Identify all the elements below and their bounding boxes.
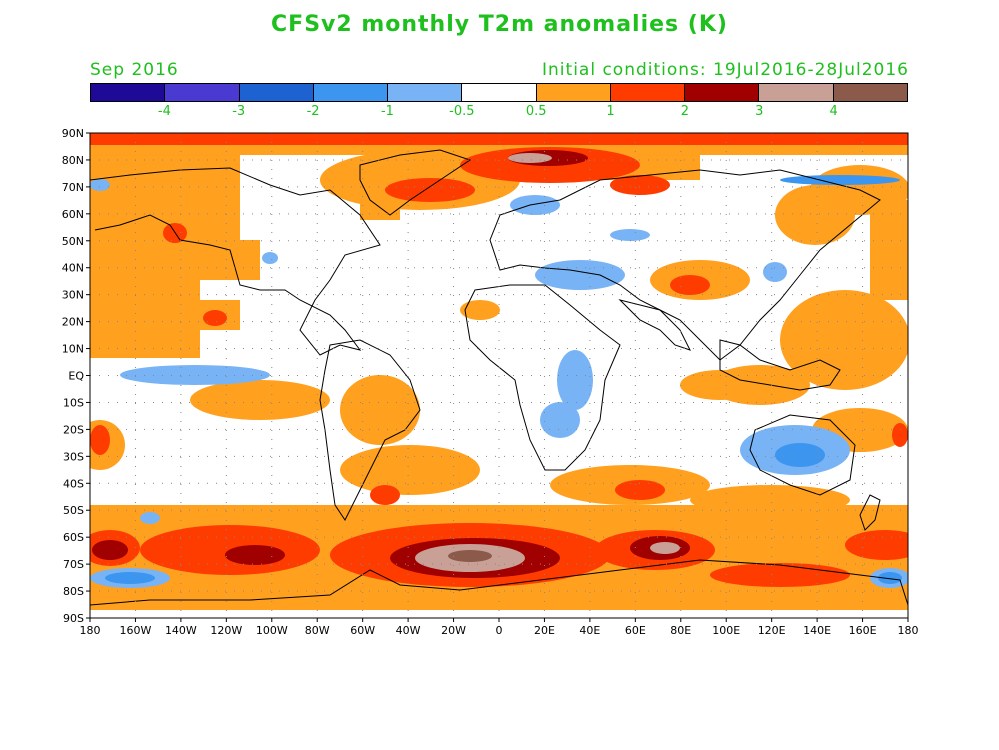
colorbar-label: -0.5 [449, 104, 475, 119]
lat-label: 20S [63, 423, 84, 436]
anomaly-darkbrown [448, 550, 492, 562]
lat-label: 30N [62, 289, 84, 302]
lat-label: 10S [63, 396, 84, 409]
colorbar-label: 4 [829, 104, 838, 119]
axis-ticks [86, 132, 909, 622]
lon-label: 20W [441, 624, 466, 637]
lat-label: 30S [63, 450, 84, 463]
colorbar-swatch [759, 84, 834, 101]
colorbar-swatch [610, 84, 686, 101]
colorbar-swatch [462, 84, 537, 101]
lon-label: 140E [803, 624, 831, 637]
lon-label: 80E [670, 624, 691, 637]
colorbar-swatch [91, 84, 166, 101]
lon-label: 160E [849, 624, 877, 637]
lat-label: 90N [62, 127, 84, 140]
colorbar-swatch [239, 84, 314, 101]
colorbar-swatch [388, 84, 463, 101]
lon-label: 0 [496, 624, 503, 637]
lon-label: 60E [625, 624, 646, 637]
lat-label: 70N [62, 181, 84, 194]
lon-label: 100W [256, 624, 288, 637]
colorbar-swatch [833, 84, 907, 101]
map-title: CFSv2 monthly T2m anomalies (K) [271, 12, 728, 37]
initial-conditions: Initial conditions: 19Jul2016-28Jul2016 [542, 60, 909, 80]
lon-label: 160W [120, 624, 152, 637]
forecast-month: Sep 2016 [90, 60, 179, 80]
coastlines [90, 149, 908, 606]
lat-label: EQ [68, 370, 84, 383]
lon-label: 40W [396, 624, 421, 637]
lon-label: 140W [165, 624, 197, 637]
colorbar-swatch [685, 84, 760, 101]
colorbar [90, 83, 908, 102]
lat-label: 50N [62, 235, 84, 248]
lat-label: 40S [63, 477, 84, 490]
lon-label: 120E [758, 624, 786, 637]
lon-label: 180 [898, 624, 919, 637]
colorbar-label: -3 [232, 104, 246, 119]
lon-label: 40E [579, 624, 600, 637]
lat-label: 90S [63, 612, 84, 625]
lat-label: 60N [62, 208, 84, 221]
longitude-labels: 180 160W 140W 120W 100W 80W 60W 40W 20W 0 20E 40E 60… [80, 624, 919, 637]
colorbar-swatch [165, 84, 240, 101]
lat-label: 80N [62, 154, 84, 167]
lat-label: 20N [62, 316, 84, 329]
lon-label: 100E [712, 624, 740, 637]
lon-label: 80W [305, 624, 330, 637]
colorbar-label: -4 [157, 104, 171, 119]
colorbar-label: 1 [606, 104, 615, 119]
lat-label: 70S [63, 558, 84, 571]
lat-label: 10N [62, 343, 84, 356]
lat-label: 50S [63, 504, 84, 517]
colorbar-swatch [313, 84, 389, 101]
colorbar-label: -2 [306, 104, 320, 119]
lon-label: 120W [210, 624, 242, 637]
anomaly-blue [90, 179, 908, 588]
colorbar-swatch [536, 84, 611, 101]
lat-label: 60S [63, 531, 84, 544]
lat-label: 80S [63, 585, 84, 598]
lon-label: 20E [534, 624, 555, 637]
colorbar-label: 0.5 [525, 104, 547, 119]
lat-label: 40N [62, 262, 84, 275]
lon-label: 60W [350, 624, 375, 637]
latitude-labels: 90N 80N 70N 60N 50N 40N 30N 20N 10N EQ 10S 20S 30S 40… [62, 127, 85, 625]
colorbar-label: 2 [680, 104, 690, 119]
colorbar-label: -1 [380, 104, 394, 119]
lon-label: 180 [80, 624, 101, 637]
colorbar-label: 3 [755, 104, 764, 119]
